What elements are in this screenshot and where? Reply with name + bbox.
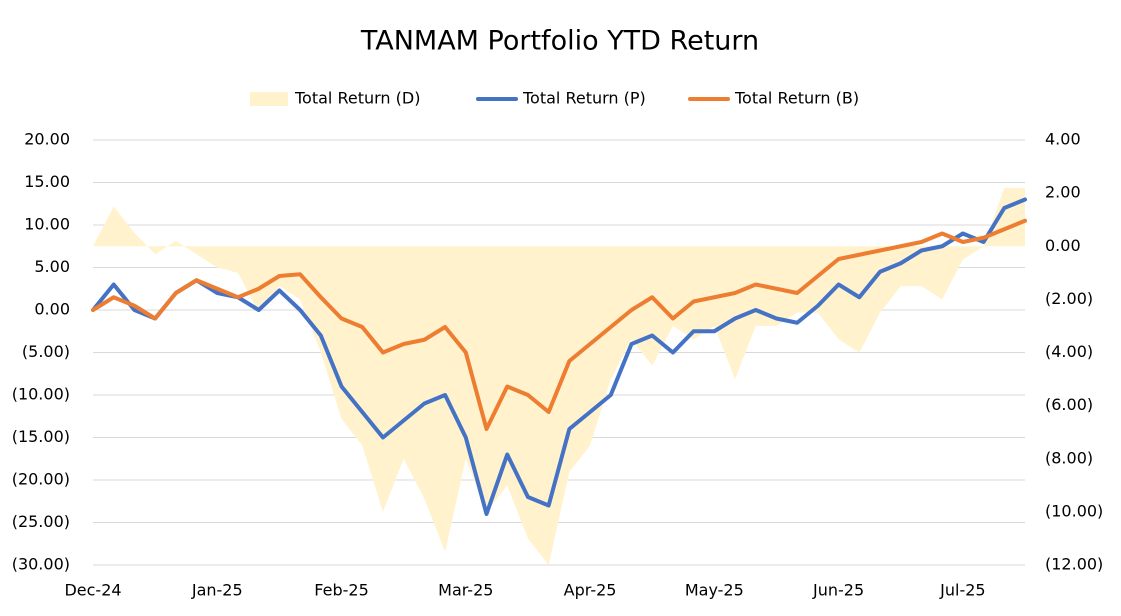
- x-tick-label: Feb-25: [314, 581, 368, 600]
- x-tick-label: Dec-24: [64, 581, 121, 600]
- labels: 20.00 15.00 10.00 5.00 0.00 (5.00) (10.00) (15.…: [12, 89, 1104, 600]
- legend-swatch: [250, 92, 288, 106]
- line: [91, 197, 1027, 516]
- y2-tick-label: (10.00): [1045, 501, 1103, 520]
- x-tick-label: Mar-25: [438, 581, 493, 600]
- area: [93, 187, 1025, 565]
- y-tick-label: 15.00: [24, 172, 70, 191]
- x-tick-label: Jun-25: [812, 581, 864, 600]
- y-tick-label: (30.00): [12, 555, 70, 574]
- y-tick-label: (15.00): [12, 427, 70, 446]
- y-tick-label: 0.00: [34, 300, 70, 319]
- x-tick-label: May-25: [685, 581, 744, 600]
- y-tick-label: 5.00: [34, 257, 70, 276]
- y2-tick-label: (6.00): [1045, 395, 1093, 414]
- x-tick-label: Jul-25: [939, 581, 985, 600]
- x-tick-label: Jan-25: [191, 581, 243, 600]
- y-tick-label: (25.00): [12, 512, 70, 531]
- y2-tick-label: (4.00): [1045, 342, 1093, 361]
- line: [91, 218, 1027, 431]
- y-tick-label: 10.00: [24, 215, 70, 234]
- grid: [93, 139, 1025, 566]
- y2-tick-label: 0.00: [1045, 236, 1081, 255]
- plot: [91, 187, 1027, 565]
- y2-tick-label: (8.00): [1045, 448, 1093, 467]
- y-tick-label: 20.00: [24, 130, 70, 149]
- legend-label: Total Return (D): [294, 89, 420, 108]
- legend-label: Total Return (P): [522, 89, 646, 108]
- y2-tick-label: (2.00): [1045, 289, 1093, 308]
- y-tick-label: (5.00): [22, 342, 70, 361]
- x-tick-label: Apr-25: [564, 581, 617, 600]
- y2-tick-label: (12.00): [1045, 555, 1103, 574]
- y-tick-label: (10.00): [12, 385, 70, 404]
- legend-label: Total Return (B): [734, 89, 859, 108]
- y2-tick-label: 2.00: [1045, 183, 1081, 202]
- y-tick-label: (20.00): [12, 470, 70, 489]
- y2-tick-label: 4.00: [1045, 130, 1081, 149]
- chart-title: TANMAM Portfolio YTD Return: [360, 26, 759, 57]
